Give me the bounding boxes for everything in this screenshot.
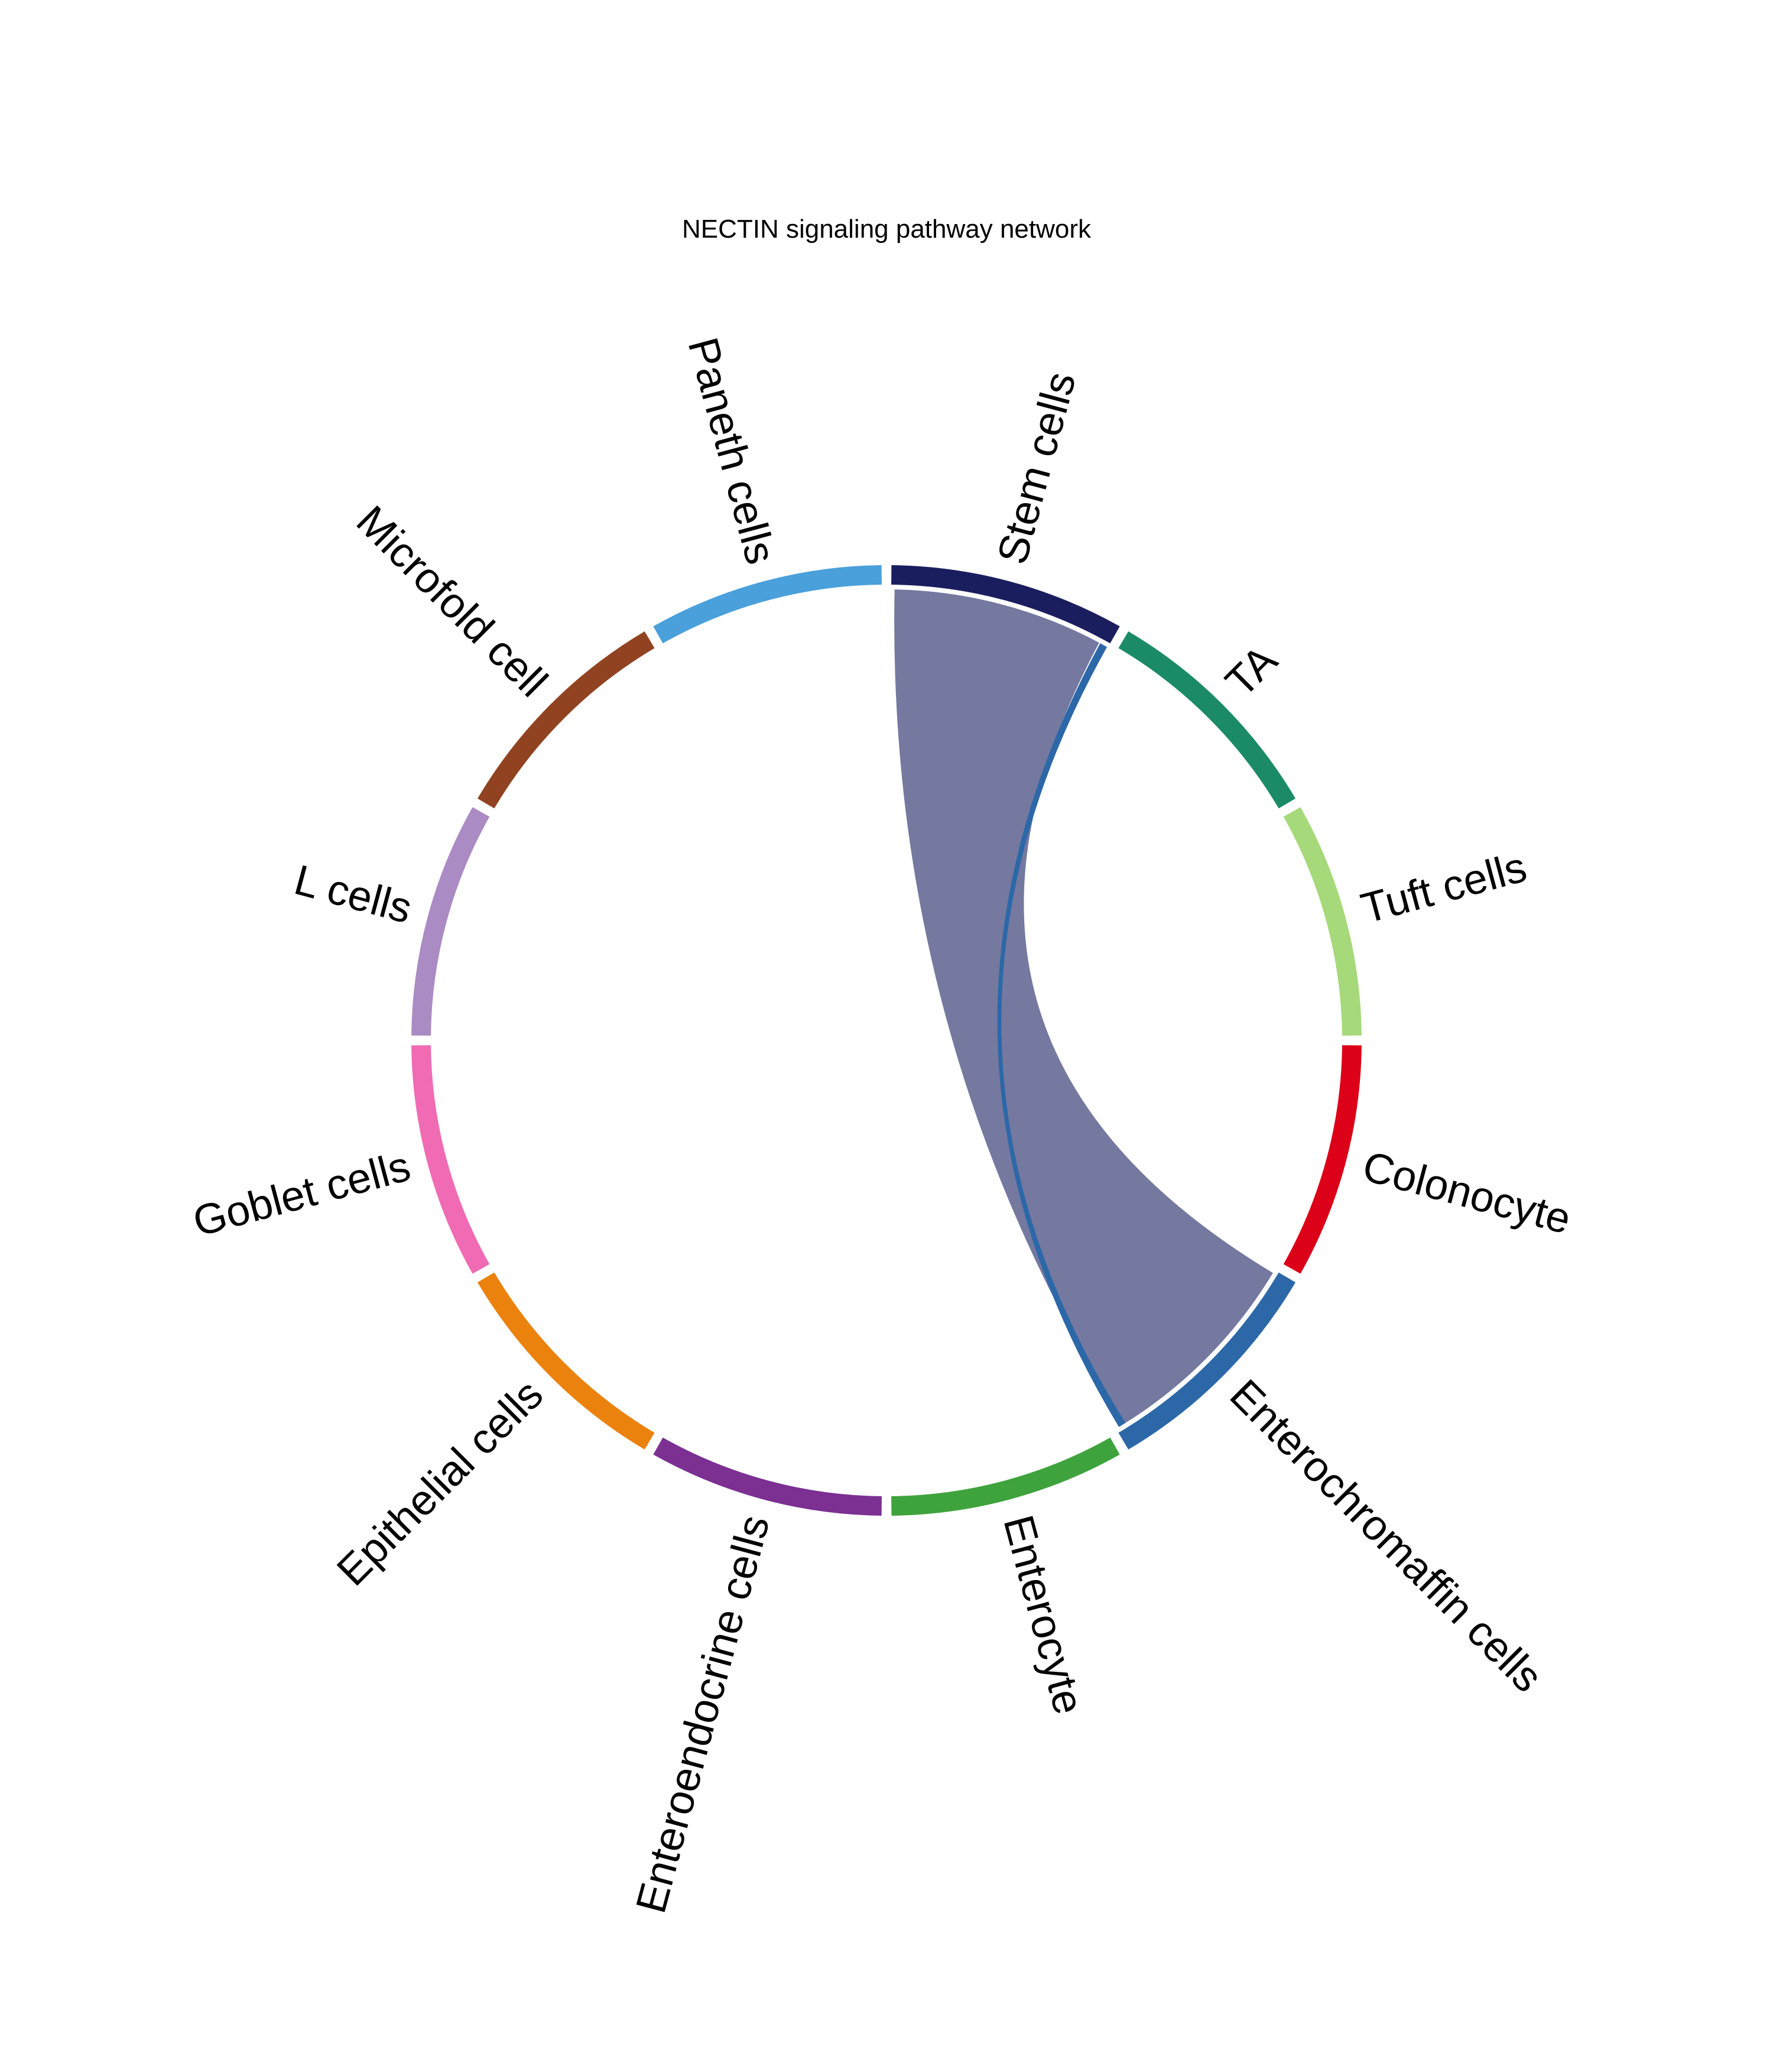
sector-label-stem-cells: Stem cells: [989, 367, 1085, 569]
links-layer: [894, 589, 1273, 1427]
sector-arc-colonocyte: [1283, 1045, 1362, 1274]
sector-label-goblet-cells: Goblet cells: [188, 1143, 415, 1246]
sector-arc-tuft-cells: [1283, 807, 1362, 1036]
sector-arc-epithelial-cells: [477, 1272, 655, 1450]
chord-link-enterochromaffin-cells-to-stem-cells-1: [997, 643, 1126, 1427]
labels-layer: Stem cells TA Tuft cells Colonocyte Enteroch…: [188, 333, 1576, 1918]
sector-arc-enterochromaffin-cells: [1118, 1272, 1296, 1450]
sector-label-epithelial-cells: Epithelial cells: [328, 1371, 552, 1595]
sector-arc-paneth-cells: [653, 565, 882, 644]
sector-label-l-cells: L cells: [290, 856, 417, 932]
sector-label-colonocyte: Colonocyte: [1358, 1143, 1576, 1244]
sector-arc-stem-cells: [891, 565, 1120, 644]
sector-arc-enterocyte: [891, 1437, 1120, 1516]
sector-arc-l-cells: [411, 807, 490, 1036]
sector-label-microfold-cell: Microfold cell: [348, 497, 557, 706]
sector-arc-goblet-cells: [411, 1045, 490, 1274]
sector-arc-enteroendocrine-cells: [653, 1437, 882, 1516]
chart-title: NECTIN signaling pathway network: [682, 215, 1092, 244]
sector-label-tuft-cells: Tuft cells: [1356, 844, 1531, 933]
sector-label-enterochromaffin-cells: Enterochromaffin cells: [1221, 1371, 1551, 1701]
sector-arc-microfold-cell: [477, 631, 655, 809]
sector-label-enterocyte: Enterocyte: [994, 1510, 1092, 1719]
sector-label-ta: TA: [1217, 636, 1287, 706]
sector-label-enteroendocrine-cells: Enteroendocrine cells: [627, 1510, 778, 1918]
sector-arc-ta: [1118, 631, 1296, 809]
sectors-layer: [411, 565, 1362, 1516]
sector-label-paneth-cells: Paneth cells: [679, 333, 785, 569]
